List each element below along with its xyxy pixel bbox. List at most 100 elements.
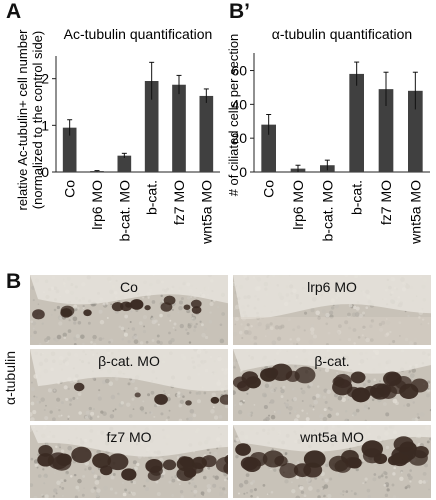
bar bbox=[172, 84, 186, 172]
speckle bbox=[132, 480, 137, 485]
speckle bbox=[168, 409, 171, 412]
speckle bbox=[193, 494, 196, 497]
speckle bbox=[59, 485, 62, 489]
speckle bbox=[341, 397, 346, 403]
speckle bbox=[109, 487, 114, 491]
speckle bbox=[416, 412, 420, 416]
stained-cell bbox=[185, 400, 192, 406]
speckle bbox=[247, 412, 252, 417]
speckle bbox=[193, 329, 196, 332]
speckle bbox=[61, 494, 64, 497]
y-axis-label: (normalized to the control side) bbox=[30, 31, 45, 209]
speckle bbox=[32, 410, 37, 415]
speckle bbox=[386, 488, 390, 492]
speckle bbox=[150, 315, 153, 318]
speckle bbox=[206, 488, 212, 493]
speckle bbox=[74, 495, 79, 498]
speckle bbox=[139, 341, 144, 345]
stained-cell bbox=[373, 453, 388, 465]
speckle bbox=[329, 407, 333, 412]
speckle bbox=[240, 417, 243, 420]
speckle bbox=[122, 482, 125, 485]
speckle bbox=[201, 332, 206, 338]
speckle bbox=[97, 477, 101, 480]
speckle bbox=[392, 495, 397, 498]
stained-cell bbox=[111, 301, 124, 312]
speckle bbox=[102, 411, 107, 416]
speckle bbox=[282, 385, 286, 389]
speckle bbox=[291, 387, 295, 391]
speckle bbox=[76, 306, 80, 310]
speckle bbox=[60, 401, 64, 405]
speckle bbox=[49, 410, 53, 414]
speckle bbox=[171, 493, 175, 497]
stained-cell bbox=[147, 470, 161, 481]
speckle bbox=[129, 321, 132, 323]
speckle bbox=[97, 415, 100, 418]
speckle bbox=[342, 493, 345, 496]
speckle bbox=[296, 414, 300, 418]
speckle bbox=[334, 393, 338, 398]
speckle bbox=[316, 385, 320, 388]
speckle bbox=[396, 496, 400, 498]
speckle bbox=[306, 412, 309, 415]
speckle bbox=[77, 489, 80, 492]
stained-cell bbox=[328, 455, 349, 472]
speckle bbox=[268, 414, 271, 417]
speckle bbox=[235, 437, 240, 442]
speckle bbox=[145, 340, 149, 344]
speckle bbox=[73, 321, 77, 325]
speckle bbox=[69, 403, 72, 406]
speckle bbox=[123, 329, 126, 332]
speckle bbox=[81, 342, 85, 345]
speckle bbox=[188, 341, 192, 344]
speckle bbox=[40, 397, 45, 402]
speckle bbox=[105, 301, 109, 305]
speckle bbox=[193, 484, 197, 489]
stained-cell bbox=[183, 304, 191, 310]
speckle bbox=[418, 479, 423, 485]
panel-letter-a: A bbox=[6, 0, 22, 23]
speckle bbox=[270, 414, 276, 420]
speckle bbox=[310, 308, 315, 313]
speckle bbox=[304, 311, 308, 315]
speckle bbox=[411, 368, 416, 373]
micrograph-image bbox=[233, 349, 431, 421]
stained-cell bbox=[100, 465, 113, 476]
speckle bbox=[312, 396, 317, 400]
stained-cell bbox=[107, 453, 129, 471]
x-tick-label: b-cat. bbox=[349, 180, 365, 215]
speckle bbox=[312, 405, 315, 408]
speckle bbox=[334, 303, 340, 309]
speckle bbox=[207, 466, 211, 470]
speckle bbox=[145, 478, 150, 483]
speckle bbox=[68, 319, 71, 322]
speckle bbox=[218, 491, 223, 497]
speckle bbox=[381, 472, 384, 475]
speckle bbox=[153, 415, 156, 418]
x-tick-label: Co bbox=[62, 180, 78, 198]
speckle bbox=[98, 309, 103, 314]
speckle bbox=[250, 494, 253, 498]
x-tick-label: fz7 MO bbox=[171, 180, 187, 225]
speckle bbox=[170, 476, 174, 479]
bar bbox=[117, 155, 132, 172]
speckle bbox=[187, 324, 192, 329]
speckle bbox=[424, 463, 428, 468]
speckle bbox=[364, 481, 367, 484]
speckle bbox=[56, 397, 61, 402]
speckle bbox=[218, 337, 221, 340]
speckle bbox=[186, 296, 191, 300]
speckle bbox=[355, 468, 359, 472]
speckle bbox=[115, 377, 119, 381]
chart-title: α-tubulin quantification bbox=[272, 26, 412, 42]
speckle bbox=[294, 364, 297, 368]
bar bbox=[62, 127, 77, 172]
speckle bbox=[90, 411, 95, 416]
speckle bbox=[343, 394, 347, 398]
speckle bbox=[36, 466, 39, 469]
speckle bbox=[417, 416, 420, 419]
speckle bbox=[156, 492, 161, 497]
speckle bbox=[90, 488, 95, 493]
